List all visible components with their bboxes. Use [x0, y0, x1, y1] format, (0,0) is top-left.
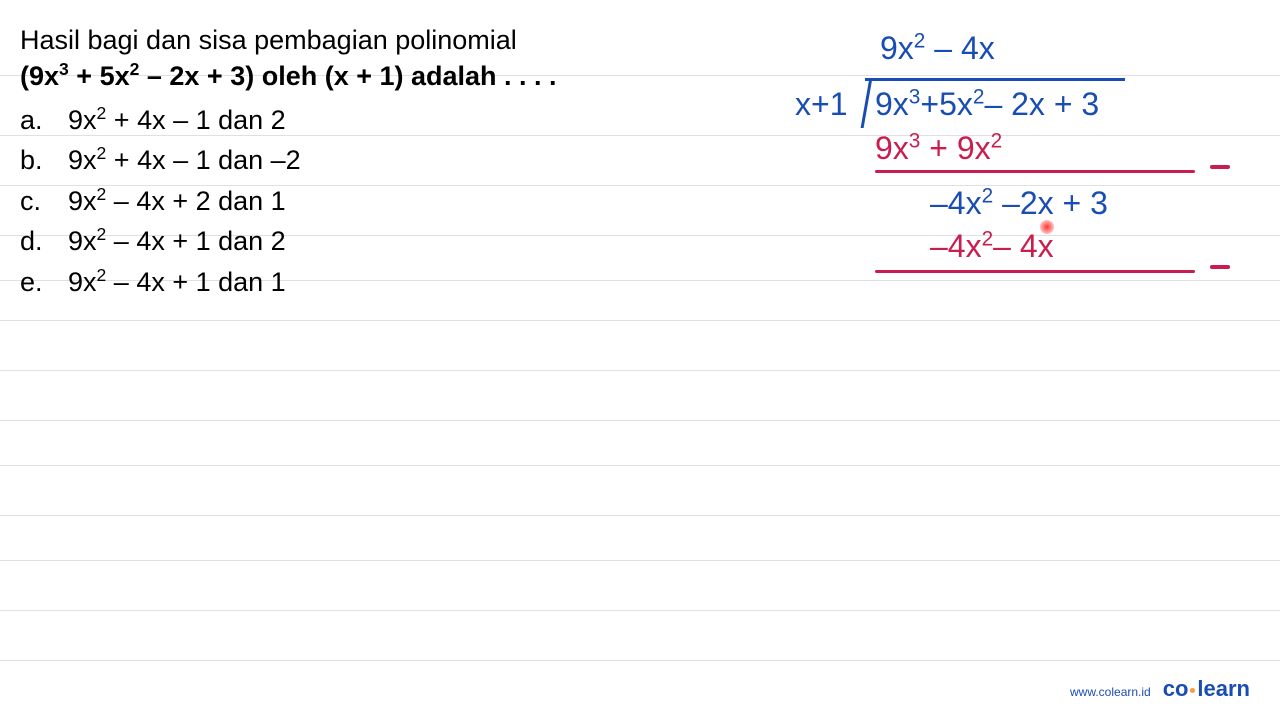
hw-text: – 4x [934, 30, 994, 66]
ruled-line [0, 465, 1280, 466]
option-row: e. 9x2 – 4x + 1 dan 1 [20, 262, 1260, 303]
ruled-line [0, 370, 1280, 371]
hw-exp: 2 [982, 184, 994, 207]
option-row: d. 9x2 – 4x + 1 dan 2 [20, 221, 1260, 262]
minus-mark-1 [1210, 165, 1230, 169]
hw-exp: 2 [914, 29, 926, 52]
option-letter: d. [20, 221, 50, 262]
hw-exp: 2 [982, 227, 994, 250]
option-text: 9x2 – 4x + 1 dan 1 [68, 262, 286, 303]
option-text: 9x2 – 4x + 1 dan 2 [68, 221, 286, 262]
logo-dot-icon [1190, 688, 1195, 693]
option-text: 9x2 – 4x + 2 dan 1 [68, 181, 286, 222]
ruled-line [0, 515, 1280, 516]
q-exp: 2 [130, 59, 140, 79]
hw-text: 9x [880, 30, 914, 66]
option-text: 9x2 + 4x – 1 dan 2 [68, 100, 286, 141]
q-text: (9x [20, 61, 59, 91]
long-division-step1: 9x3 + 9x2 [875, 130, 1002, 167]
q-text: – 2x + 3) oleh (x + 1) adalah . . . . [139, 61, 556, 91]
hw-text: –4x [930, 228, 982, 264]
hw-text: + 9x [920, 130, 990, 166]
ruled-line [0, 660, 1280, 661]
ruled-line [0, 610, 1280, 611]
q-text: + 5x [69, 61, 130, 91]
footer-logo: colearn [1163, 676, 1250, 702]
option-letter: c. [20, 181, 50, 222]
hw-text: –2x + 3 [993, 185, 1108, 221]
subtraction-line-1 [875, 170, 1195, 173]
option-letter: a. [20, 100, 50, 141]
long-division-quotient: 9x2 – 4x [880, 30, 995, 67]
footer-url: www.colearn.id [1070, 685, 1151, 699]
hw-text: –4x [930, 185, 982, 221]
hw-text: 9x [875, 130, 909, 166]
ruled-line [0, 560, 1280, 561]
ruled-line [0, 320, 1280, 321]
division-bar-horizontal [865, 78, 1125, 81]
question-line1: Hasil bagi dan sisa pembagian polinomial [20, 20, 1260, 61]
option-text: 9x2 + 4x – 1 dan –2 [68, 140, 301, 181]
laser-pointer-icon [1040, 220, 1054, 234]
subtraction-line-2 [875, 270, 1195, 273]
logo-part: co [1163, 676, 1189, 701]
hw-text: 9x [875, 86, 909, 122]
long-division-step3: –4x2– 4x [930, 228, 1054, 265]
minus-mark-2 [1210, 265, 1230, 269]
ruled-line [0, 420, 1280, 421]
long-division-step2: –4x2 –2x + 3 [930, 185, 1108, 222]
hw-text: +5x [920, 86, 972, 122]
option-letter: e. [20, 262, 50, 303]
content-area: Hasil bagi dan sisa pembagian polinomial… [20, 20, 1260, 302]
logo-part: learn [1197, 676, 1250, 701]
hw-exp: 3 [909, 129, 921, 152]
footer: www.colearn.id colearn [1070, 676, 1250, 702]
long-division-divisor: x+1 [795, 86, 847, 123]
option-row: b. 9x2 + 4x – 1 dan –2 [20, 140, 1260, 181]
option-letter: b. [20, 140, 50, 181]
hw-exp: 2 [973, 85, 985, 108]
hw-exp: 2 [991, 129, 1003, 152]
long-division-dividend: 9x3+5x2– 2x + 3 [875, 86, 1099, 123]
q-exp: 3 [59, 59, 69, 79]
hw-exp: 3 [909, 85, 921, 108]
hw-text: – 2x + 3 [984, 86, 1099, 122]
